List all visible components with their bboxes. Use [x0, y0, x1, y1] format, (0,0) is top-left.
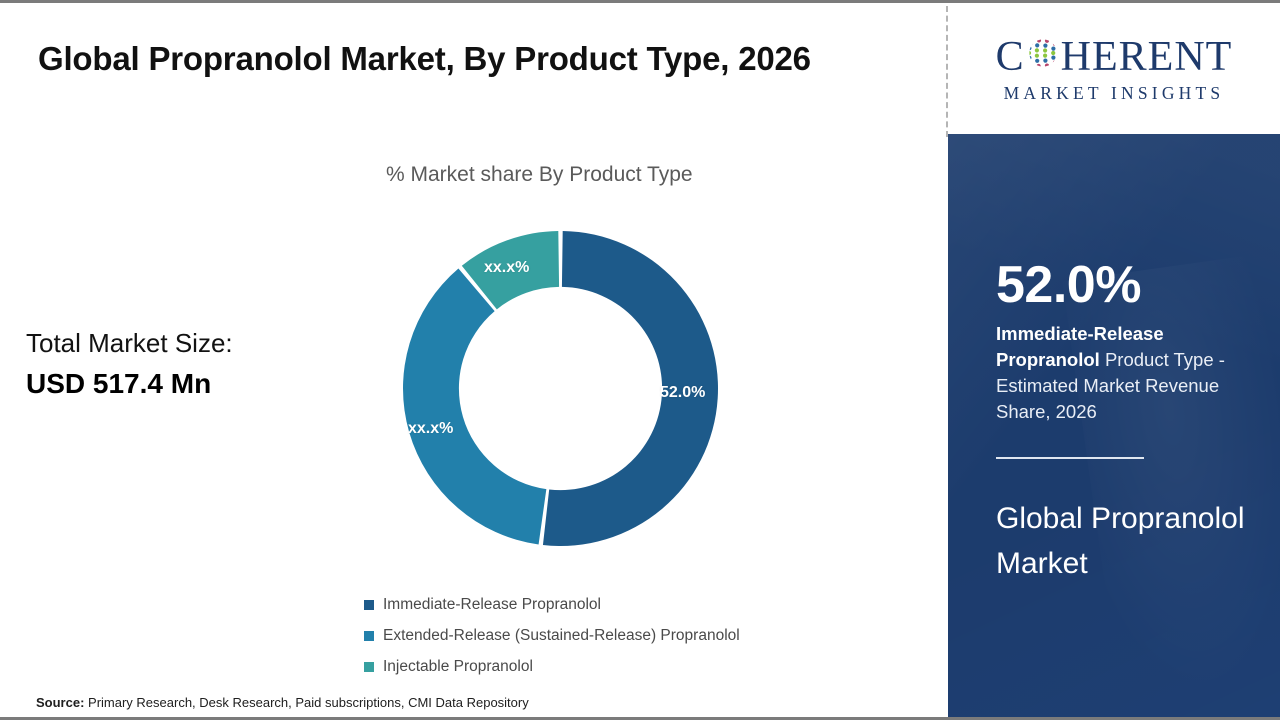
slice-value-label-injectable: xx.x% [484, 259, 530, 276]
legend-swatch-icon [364, 599, 374, 610]
highlight-stat-percent: 52.0% [996, 256, 1141, 314]
donut-slice-group [403, 231, 719, 546]
highlight-stat-segment-name: Immediate-Release Propranolol [996, 322, 1164, 370]
legend-item-extended-release[interactable]: Extended-Release (Sustained-Release) Pro… [364, 620, 740, 651]
main-content-panel: Global Propranolol Market, By Product Ty… [0, 3, 947, 717]
legend-item-immediate-release[interactable]: Immediate-Release Propranolol [364, 589, 740, 620]
logo-tagline: MARKET INSIGHTS [1003, 83, 1225, 103]
chart-legend: Immediate-Release Propranolol Extended-R… [364, 589, 740, 682]
source-label: Source: [36, 695, 85, 710]
highlight-stat-description: Immediate-Release Propranolol Product Ty… [996, 321, 1258, 426]
page-title: Global Propranolol Market, By Product Ty… [38, 40, 811, 77]
legend-swatch-icon [364, 661, 374, 672]
right-side-panel: C [948, 3, 1280, 717]
donut-slice[interactable] [542, 231, 719, 546]
total-market-size-block: Total Market Size: USD 517.4 Mn [26, 325, 326, 404]
legend-item-injectable[interactable]: Injectable Propranolol [364, 651, 740, 682]
legend-swatch-icon [364, 630, 374, 641]
legend-label: Injectable Propranolol [383, 657, 533, 675]
chart-subtitle: % Market share By Product Type [386, 163, 693, 186]
panel-divider-rule [996, 457, 1144, 459]
panel-market-heading: Global Propranolol Market [996, 502, 1245, 580]
total-market-size-label: Total Market Size: [26, 328, 233, 358]
slice-value-label-immediate-release: 52.0% [660, 384, 706, 401]
highlight-stat-block: 52.0% Immediate-Release Propranolol Prod… [996, 258, 1258, 426]
legend-label: Immediate-Release Propranolol [383, 595, 601, 613]
brand-logo: C [948, 6, 1280, 134]
slice-value-label-extended-release: xx.x% [408, 420, 454, 437]
vertical-dashed-divider [946, 6, 948, 137]
logo-wordmark: C [996, 36, 1233, 78]
source-line: Source: Primary Research, Desk Research,… [36, 695, 529, 710]
donut-slice[interactable] [461, 231, 560, 310]
legend-label: Extended-Release (Sustained-Release) Pro… [383, 626, 740, 644]
source-value: Primary Research, Desk Research, Paid su… [84, 695, 529, 710]
logo-letters-herent: HERENT [1060, 34, 1233, 80]
total-market-size-value: USD 517.4 Mn [26, 367, 212, 399]
donut-slice[interactable] [403, 268, 547, 545]
globe-icon [1026, 36, 1060, 78]
stat-panel-body: 52.0% Immediate-Release Propranolol Prod… [948, 134, 1280, 717]
logo-letter-c: C [995, 34, 1025, 80]
donut-chart: 52.0% xx.x% xx.x% [402, 230, 719, 547]
highlight-stat-detail: Product Type - Estimated Market Revenue … [996, 348, 1225, 423]
donut-chart-svg [403, 231, 719, 546]
